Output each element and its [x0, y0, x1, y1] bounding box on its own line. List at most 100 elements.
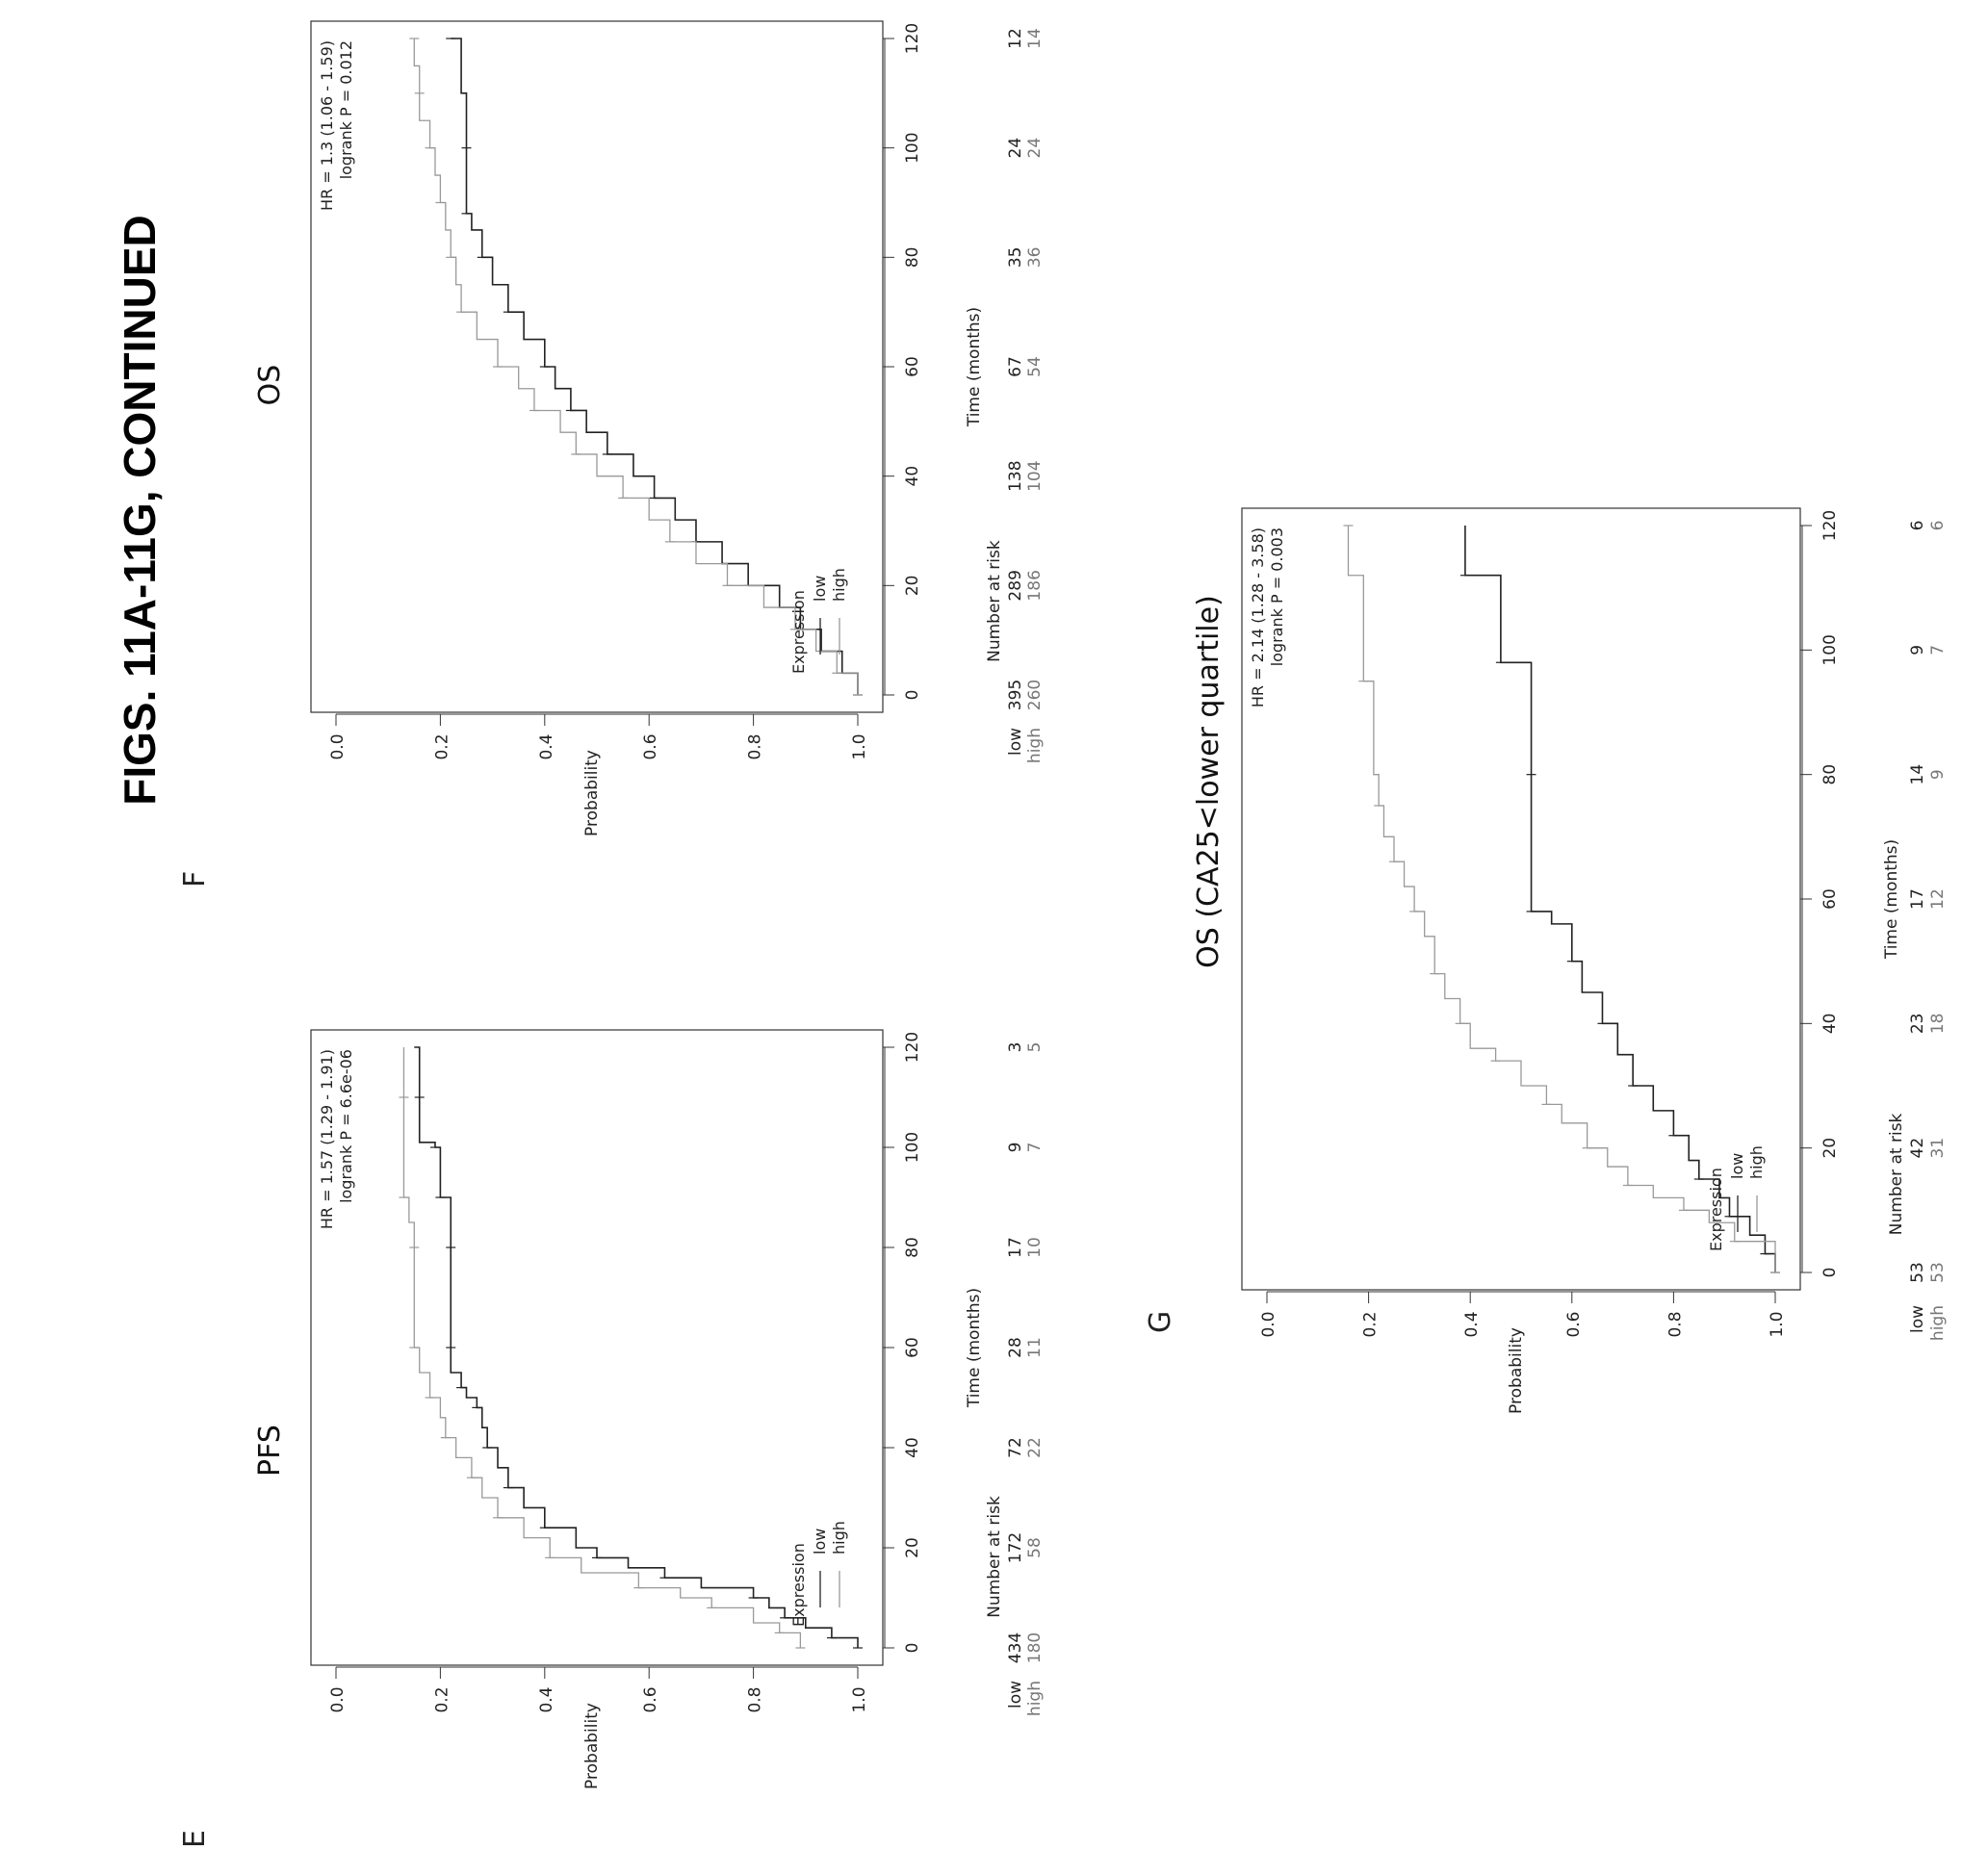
y-tick-label: 1.0: [1768, 1311, 1787, 1337]
risk-cell: 186: [1025, 570, 1045, 601]
risk-cell: 10: [1025, 1237, 1045, 1258]
y-tick-label: 0.4: [537, 1686, 556, 1712]
risk-cell: 138: [1006, 460, 1025, 491]
risk-cell: 180: [1025, 1632, 1045, 1663]
y-tick-label: 0.0: [328, 1686, 348, 1712]
risk-header: Number at risk: [985, 1496, 1004, 1618]
x-tick-label: 120: [903, 23, 922, 54]
risk-cell: 22: [1025, 1437, 1045, 1458]
x-tick-label: 120: [1820, 510, 1840, 541]
risk-row-label: low: [1908, 1305, 1927, 1333]
risk-cell: 434: [1006, 1632, 1025, 1663]
panel-letter: F: [178, 871, 212, 887]
km-curve-high: [1347, 526, 1776, 1272]
risk-cell: 7: [1025, 1143, 1045, 1153]
y-axis-label: Probability: [1507, 1327, 1526, 1414]
stats-line: HR = 2.14 (1.28 - 3.58): [1249, 527, 1267, 707]
km-curve-low: [1464, 526, 1776, 1272]
risk-cell: 260: [1025, 680, 1045, 710]
x-tick-label: 60: [903, 356, 922, 377]
risk-cell: 14: [1908, 764, 1927, 785]
legend-title: Expression: [789, 1543, 808, 1627]
chart-panel-f: F OS 0.0 0.2 0.4 0.6 0.8 1.0 Probability 0 20 40 60 8…: [178, 20, 1045, 887]
x-tick-label: 0: [1820, 1268, 1840, 1278]
risk-cell: 53: [1928, 1262, 1948, 1283]
y-axis-label: Probability: [582, 1703, 602, 1789]
panel-letter: G: [1144, 1311, 1177, 1333]
risk-cell: 3: [1006, 1042, 1025, 1053]
y-tick-label: 1.0: [850, 733, 869, 759]
risk-cell: 395: [1006, 680, 1025, 710]
y-tick-label: 0.0: [1259, 1311, 1278, 1337]
chart-panel-e: E PFS 0.0 0.2 0.4 0.6 0.8 1.0 Probability 0 20 40 60…: [178, 1029, 1045, 1848]
risk-cell: 104: [1025, 460, 1045, 491]
y-tick-label: 0.6: [1564, 1311, 1584, 1337]
risk-cell: 67: [1006, 356, 1025, 377]
risk-cell: 58: [1025, 1537, 1045, 1558]
risk-cell: 9: [1928, 769, 1948, 780]
risk-cell: 6: [1908, 521, 1927, 531]
y-axis-label: Probability: [582, 750, 602, 836]
x-tick-label: 80: [903, 247, 922, 269]
risk-cell: 12: [1006, 28, 1025, 49]
x-axis-label: Time (months): [965, 307, 984, 427]
x-tick-label: 20: [903, 1537, 922, 1558]
stats-line: HR = 1.57 (1.29 - 1.91): [318, 1049, 336, 1229]
y-tick-label: 0.0: [328, 733, 348, 759]
risk-cell: 9: [1908, 645, 1927, 655]
risk-cell: 9: [1006, 1143, 1025, 1153]
risk-cell: 12: [1928, 888, 1948, 910]
risk-cell: 54: [1025, 356, 1045, 377]
km-curve-high: [402, 1047, 802, 1648]
risk-header: Number at risk: [1887, 1113, 1906, 1235]
risk-cell: 36: [1025, 247, 1045, 269]
legend-entry-low: low: [811, 576, 829, 602]
stats-line: logrank P = 0.003: [1268, 527, 1286, 666]
y-tick-label: 0.4: [1462, 1311, 1482, 1337]
legend-entry-low: low: [811, 1529, 829, 1555]
y-tick-label: 0.2: [432, 1686, 452, 1712]
y-tick-label: 0.2: [1361, 1311, 1381, 1337]
legend-title: Expression: [1707, 1168, 1725, 1251]
panel-title: PFS: [253, 1425, 287, 1477]
x-tick-label: 120: [903, 1032, 922, 1063]
risk-cell: 14: [1025, 28, 1045, 49]
risk-cell: 42: [1908, 1138, 1927, 1159]
risk-cell: 17: [1006, 1237, 1025, 1258]
risk-row-label: high: [1025, 728, 1045, 763]
risk-cell: 17: [1908, 888, 1927, 910]
risk-row-label: low: [1006, 728, 1025, 756]
y-tick-label: 0.6: [641, 1686, 660, 1712]
x-tick-label: 100: [903, 1132, 922, 1163]
risk-cell: 24: [1006, 138, 1025, 159]
legend-title: Expression: [789, 590, 808, 674]
x-tick-label: 20: [1820, 1138, 1840, 1159]
x-tick-label: 0: [903, 690, 922, 701]
x-tick-label: 40: [1820, 1014, 1840, 1035]
risk-cell: 7: [1928, 645, 1948, 655]
risk-cell: 18: [1928, 1014, 1948, 1035]
risk-header: Number at risk: [985, 540, 1004, 662]
x-tick-label: 100: [903, 132, 922, 163]
risk-cell: 24: [1025, 138, 1045, 159]
x-tick-label: 0: [903, 1643, 922, 1654]
x-axis-label: Time (months): [965, 1288, 984, 1408]
panel-letter: E: [178, 1830, 212, 1848]
risk-cell: 11: [1025, 1337, 1045, 1358]
legend-entry-low: low: [1728, 1153, 1746, 1179]
panel-title: OS (CA25<lower quartile): [1192, 595, 1226, 968]
x-tick-label: 60: [1820, 888, 1840, 910]
risk-cell: 172: [1006, 1532, 1025, 1563]
panel-title: OS: [253, 365, 287, 406]
x-tick-label: 80: [1820, 764, 1840, 785]
x-tick-label: 100: [1820, 634, 1840, 665]
risk-cell: 31: [1928, 1138, 1948, 1159]
x-tick-label: 40: [903, 1437, 922, 1458]
y-tick-label: 1.0: [850, 1686, 869, 1712]
x-tick-label: 80: [903, 1237, 922, 1258]
risk-cell: 5: [1025, 1042, 1045, 1053]
y-tick-label: 0.8: [746, 1686, 765, 1712]
risk-row-label: low: [1006, 1681, 1025, 1709]
stats-line: logrank P = 0.012: [337, 40, 355, 179]
